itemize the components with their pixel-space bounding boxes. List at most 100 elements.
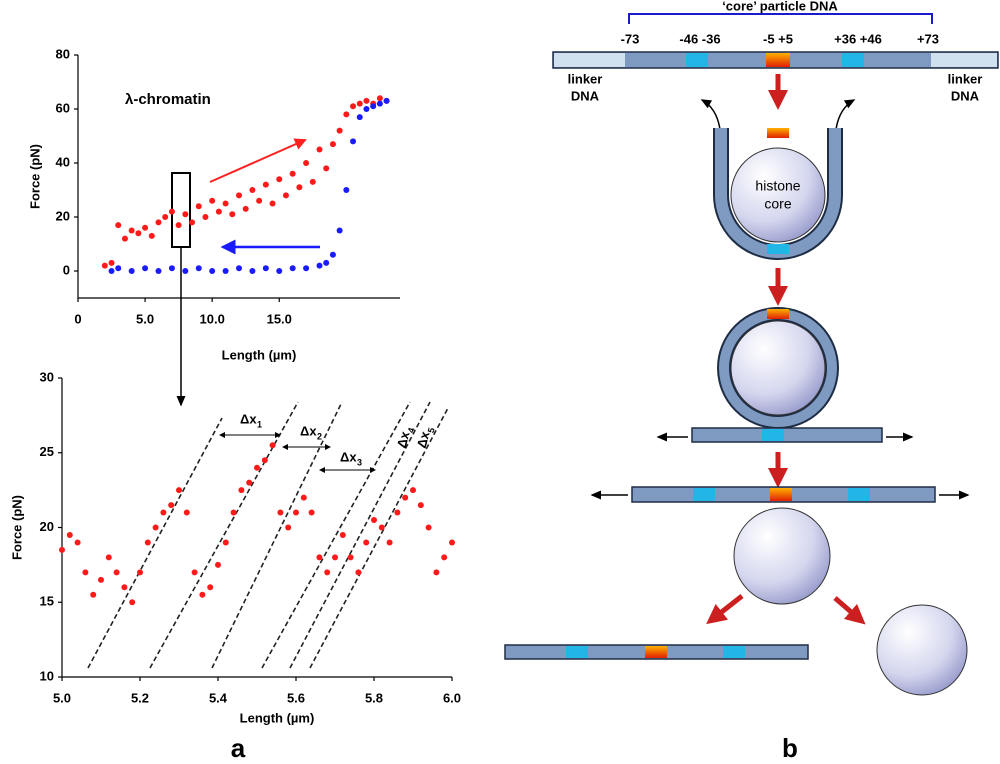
annotation: λ-chromatin [125, 91, 211, 108]
point [289, 170, 296, 177]
point [383, 97, 390, 104]
point [269, 442, 276, 449]
stretch-arrow [209, 138, 307, 183]
x-tick-label: 5.2 [131, 690, 149, 705]
point [229, 211, 236, 218]
point [350, 138, 357, 145]
point [101, 262, 108, 269]
point [336, 227, 343, 234]
point [282, 192, 289, 199]
point [339, 531, 346, 538]
panel-label: b [782, 733, 798, 763]
y-axis-title: Force (pN) [27, 144, 42, 209]
delta-label: Δx [300, 423, 317, 438]
point [129, 599, 136, 606]
point [209, 268, 216, 274]
point [350, 103, 357, 110]
zoom-box [171, 172, 191, 248]
point [254, 464, 260, 471]
point [371, 517, 377, 524]
point [402, 494, 409, 501]
linker-label: linker [568, 71, 603, 86]
point [336, 127, 343, 134]
point [182, 211, 189, 218]
position-label: -46 -36 [679, 31, 720, 46]
y-tick-label: 20 [40, 519, 54, 534]
point [155, 268, 162, 274]
point [289, 265, 296, 272]
point [343, 187, 350, 193]
point [128, 227, 135, 234]
point [108, 268, 115, 274]
position-label: +36 +46 [834, 31, 882, 46]
point [261, 457, 268, 464]
point [276, 268, 283, 274]
y-tick-label: 40 [56, 154, 70, 169]
point [202, 214, 209, 220]
point [238, 487, 245, 494]
delta-subscript: 2 [317, 431, 322, 441]
x-tick-label: 0 [74, 311, 81, 326]
point [378, 524, 385, 531]
x-tick-label: 6.0 [443, 690, 461, 705]
point [246, 479, 253, 486]
point [155, 219, 162, 226]
point [195, 203, 202, 210]
point [121, 235, 128, 242]
x-tick-label: 5.0 [136, 311, 154, 326]
delta-subscript: 4 [406, 427, 417, 434]
point [183, 509, 190, 516]
point [98, 576, 104, 583]
point [207, 584, 214, 591]
core-bracket [628, 13, 933, 24]
point [316, 146, 323, 153]
point [113, 569, 120, 576]
delta-label: Δx [340, 449, 357, 464]
y-tick-label: 25 [40, 444, 54, 459]
point [59, 546, 65, 553]
delta-label: Δx [414, 429, 433, 450]
x-tick-label: 15.0 [267, 311, 292, 326]
y-axis-title: Force (pN) [9, 495, 24, 560]
histone-label: core [764, 196, 791, 212]
point [324, 569, 331, 576]
point [168, 208, 175, 215]
point [449, 539, 455, 546]
point [410, 487, 416, 494]
point [394, 509, 401, 516]
point [316, 554, 323, 561]
point [66, 531, 73, 538]
y-tick-label: 10 [40, 668, 54, 683]
point [199, 591, 206, 598]
point [347, 554, 354, 561]
point [160, 509, 167, 516]
point [433, 569, 440, 576]
point [300, 494, 307, 501]
point [236, 265, 242, 272]
point [308, 509, 315, 516]
point [90, 591, 97, 598]
point [182, 268, 189, 274]
point [191, 569, 198, 576]
point [222, 268, 229, 274]
delta-label: Δx [240, 411, 257, 426]
x-tick-label: 5.8 [365, 690, 383, 705]
panel-label: a [231, 733, 246, 763]
point [355, 569, 362, 576]
point [144, 539, 151, 546]
point [142, 265, 149, 272]
point [230, 509, 237, 516]
point [195, 265, 202, 272]
point [242, 205, 249, 212]
point [332, 554, 338, 561]
point [128, 268, 135, 274]
point [262, 181, 269, 188]
point [105, 554, 112, 561]
point [262, 265, 269, 272]
point [175, 222, 182, 229]
point [249, 268, 256, 274]
point [115, 265, 122, 272]
point [276, 176, 283, 183]
point [115, 222, 122, 229]
